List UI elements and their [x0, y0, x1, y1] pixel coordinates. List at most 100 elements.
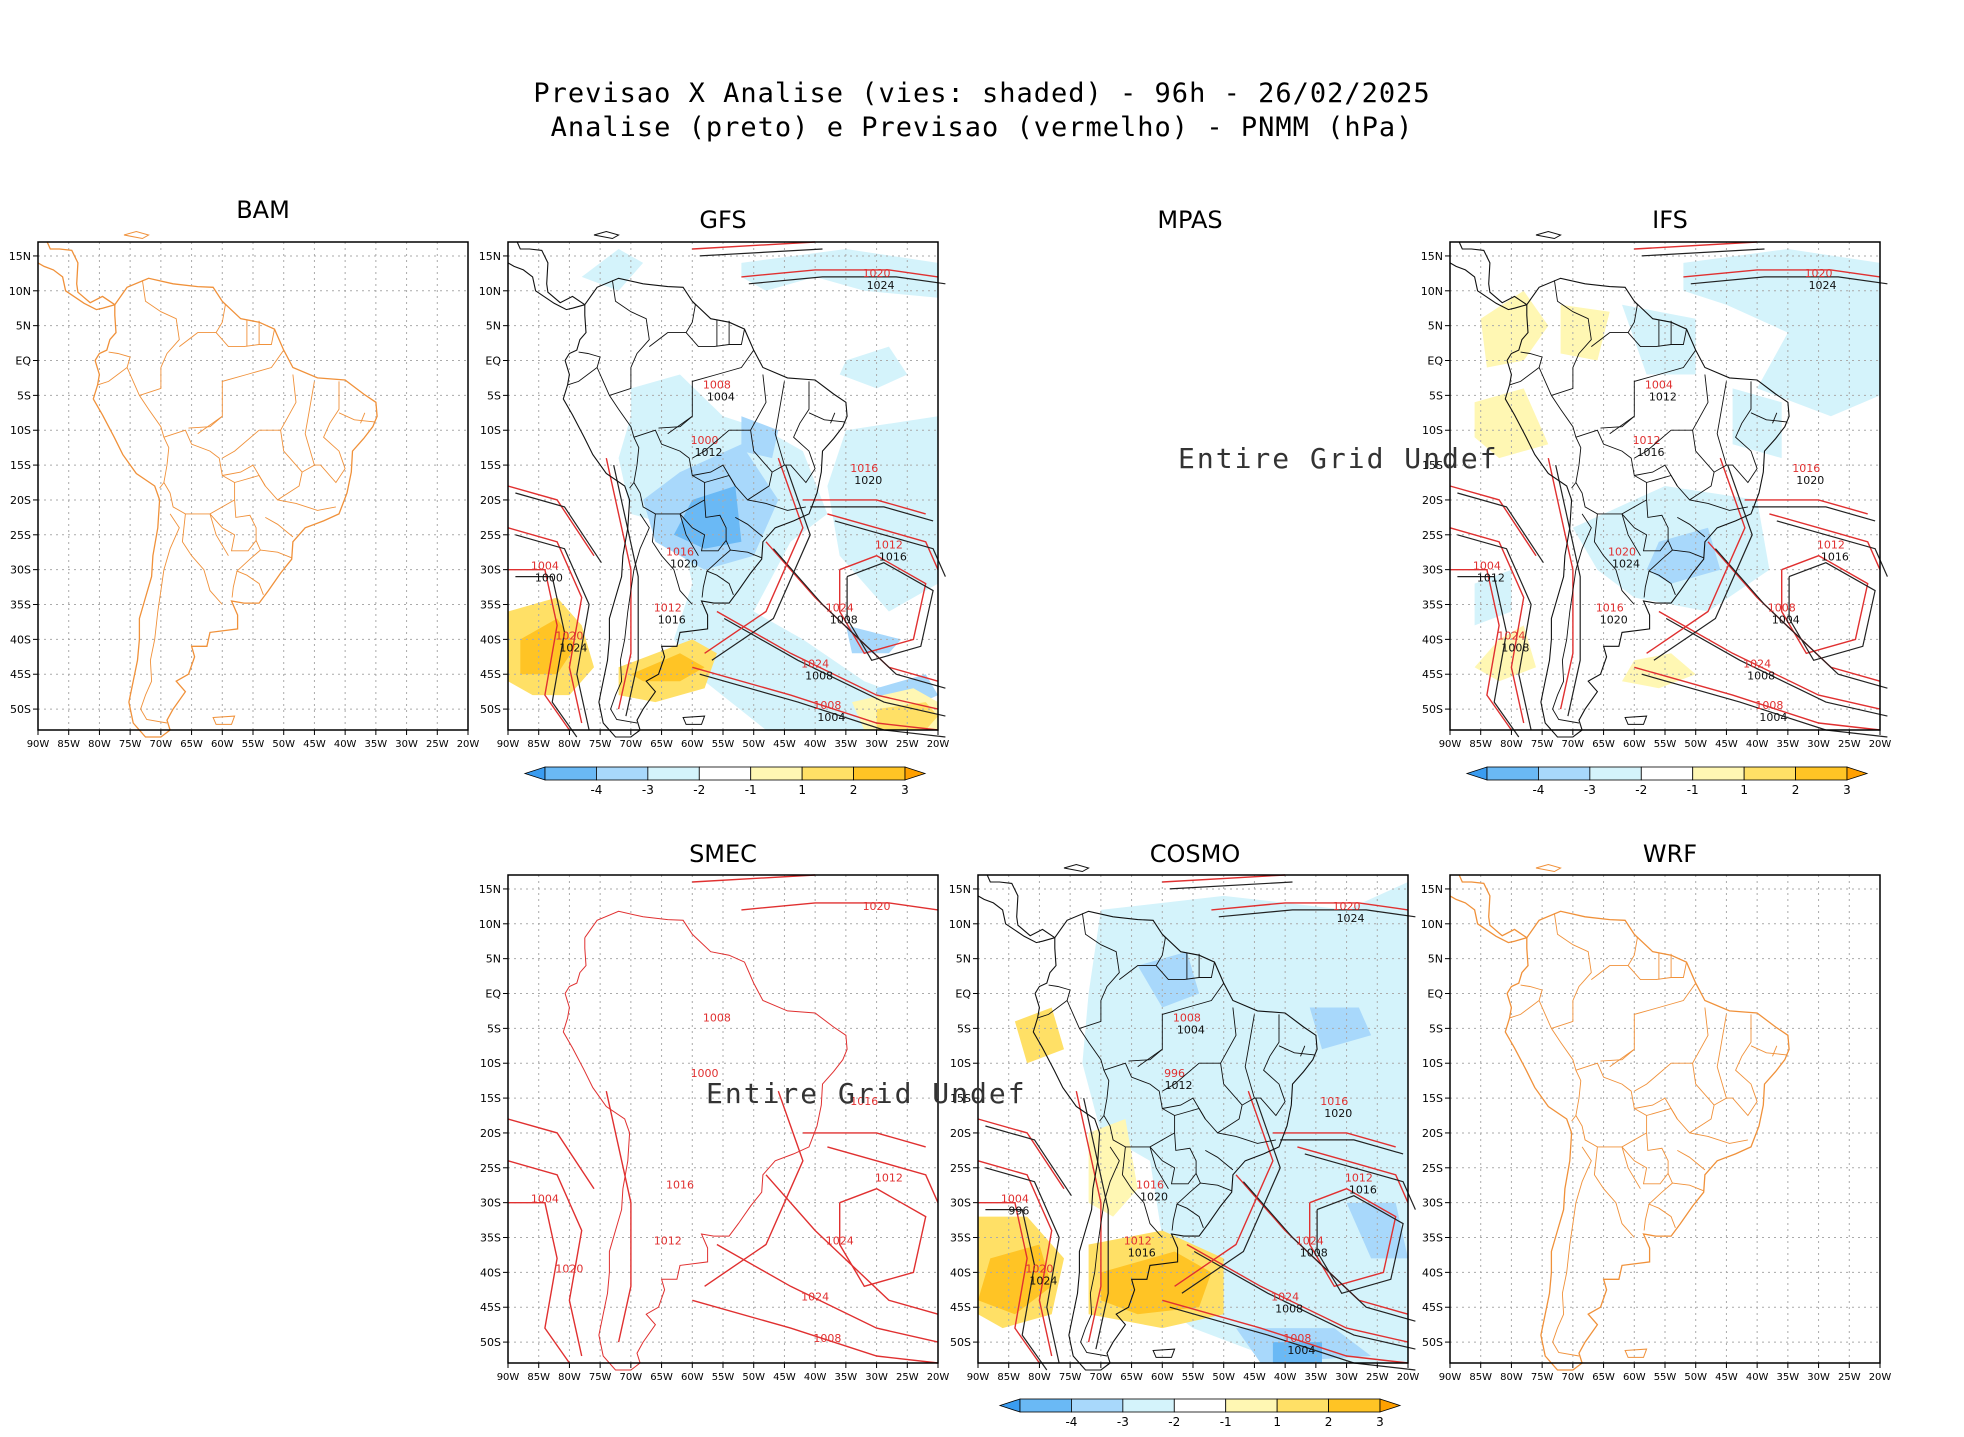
country-border	[1171, 1203, 1178, 1231]
country-border	[1627, 329, 1687, 348]
country-border	[830, 412, 836, 424]
map-panel-cosmo: 1012101610161020102010241024100810081004…	[949, 863, 1419, 1383]
country-border	[1672, 1182, 1704, 1192]
lon-tick-label: 75W	[589, 1372, 612, 1383]
bias-shading-7	[741, 416, 779, 459]
country-border	[1103, 1062, 1176, 1148]
lat-tick-label: 50S	[1422, 703, 1443, 716]
bias-shading-5	[1272, 1342, 1322, 1363]
isobar-label-analysis: 1016	[1128, 1246, 1156, 1259]
country-border	[215, 329, 275, 348]
isobar-analysis	[699, 673, 946, 738]
country-border	[808, 412, 845, 423]
colorbar-segment	[1173, 1398, 1227, 1413]
isobar-forecast	[1211, 902, 1409, 911]
lat-tick-label: EQ	[955, 988, 971, 1001]
isobar-label-analysis: 1000	[535, 572, 563, 585]
lat-tick-label: 5N	[1428, 320, 1443, 333]
lon-tick-label: 45W	[773, 1372, 796, 1383]
lat-tick-label: 30S	[950, 1197, 971, 1210]
lon-tick-label: 55W	[712, 1372, 735, 1383]
island-falklands	[682, 715, 706, 725]
colorbar-segment	[698, 766, 752, 781]
country-border	[1162, 1097, 1206, 1120]
isobar-label-analysis: 1008	[1747, 669, 1775, 682]
colorbar-tick-label: 1	[798, 783, 806, 797]
isobar-analysis	[1193, 1250, 1416, 1350]
country-border	[1593, 513, 1635, 605]
country-border	[1621, 499, 1669, 552]
isobar-label: 1020	[1608, 546, 1636, 559]
coastline-central-america-pacific	[977, 895, 1055, 944]
lat-tick-label: 5S	[1429, 389, 1443, 402]
colorbar-tick-label: 3	[1376, 1415, 1384, 1429]
country-border	[1634, 464, 1678, 487]
bias-shading-11	[1088, 1119, 1138, 1217]
lon-tick-label: 50W	[272, 739, 295, 750]
lat-tick-label: 50S	[950, 1336, 971, 1349]
isobar-forecast	[1769, 513, 1881, 570]
isobar-label: 1004	[1001, 1193, 1029, 1206]
country-border	[667, 415, 693, 435]
colorbar-tick-label: 2	[850, 783, 858, 797]
lat-tick-label: 35S	[1422, 599, 1443, 612]
lon-tick-label: 70W	[150, 739, 173, 750]
isobar-forecast	[1450, 569, 1512, 731]
coastline-central-america	[986, 874, 1056, 939]
isobar-label: 1012	[1345, 1172, 1373, 1185]
isobar-label-analysis: 1020	[1796, 474, 1824, 487]
country-border	[360, 412, 366, 424]
country-border	[1149, 1146, 1169, 1189]
isobar-label-analysis: 1004	[1759, 711, 1787, 724]
isobar-analysis	[1083, 1097, 1109, 1350]
isobar-analysis	[1169, 881, 1293, 890]
country-border	[1220, 1007, 1255, 1106]
lon-tick-label: 65W	[650, 739, 673, 750]
country-border	[1149, 1132, 1197, 1185]
lon-tick-label: 65W	[1592, 739, 1615, 750]
lon-tick-label: 70W	[1562, 739, 1585, 750]
country-border	[1677, 1150, 1706, 1171]
lon-tick-label: 20W	[1869, 739, 1892, 750]
isobar-label-analysis: 1012	[1649, 390, 1677, 403]
isobar-analysis	[723, 617, 946, 717]
lat-tick-label: 20S	[10, 494, 31, 507]
map-background	[38, 242, 468, 730]
panel-title-wrf: WRF	[1642, 840, 1698, 868]
isobar-label-analysis: 1020	[854, 474, 882, 487]
isobar-label-analysis: 1012	[695, 446, 723, 459]
lat-tick-label: 10N	[949, 918, 971, 931]
country-border	[139, 280, 180, 396]
isobar-forecast	[508, 1202, 570, 1364]
lon-tick-label: 90W	[967, 1372, 990, 1383]
isobar-label-analysis: 1024	[867, 279, 895, 292]
country-border	[692, 464, 736, 487]
isobar-analysis	[1304, 1153, 1416, 1210]
lon-tick-label: 75W	[589, 739, 612, 750]
country-border	[735, 517, 764, 538]
isobar-forecast	[802, 499, 926, 515]
lat-tick-label: 15N	[1421, 250, 1443, 263]
colorbar-arrow-left	[1465, 766, 1488, 781]
bias-shading-1	[1480, 290, 1549, 368]
isobar-analysis	[1218, 909, 1416, 918]
country-border	[1200, 1182, 1232, 1192]
coastline-south-america	[1504, 910, 1790, 1371]
coastline-south-america	[92, 277, 378, 738]
colorbar-tick-label: -4	[1065, 1415, 1077, 1429]
bias-shading-10	[1014, 1007, 1064, 1064]
lat-tick-label: 5N	[16, 320, 31, 333]
isobar-analysis	[1714, 548, 1888, 689]
lat-tick-label: 40S	[480, 1266, 501, 1279]
isobar-analysis	[1280, 1139, 1404, 1155]
lon-tick-label: 30W	[395, 739, 418, 750]
coastline-central-america-pacific	[1449, 262, 1527, 311]
lon-tick-label: 65W	[1120, 1372, 1143, 1383]
isobar-label: 1008	[703, 378, 731, 391]
lat-tick-label: 5N	[486, 320, 501, 333]
isobar-analysis	[810, 506, 934, 522]
colorbar-segment	[1071, 1398, 1124, 1413]
isobar-forecast	[1297, 1146, 1409, 1203]
panel-title-ifs: IFS	[1652, 206, 1688, 234]
country-border	[1689, 1132, 1748, 1144]
